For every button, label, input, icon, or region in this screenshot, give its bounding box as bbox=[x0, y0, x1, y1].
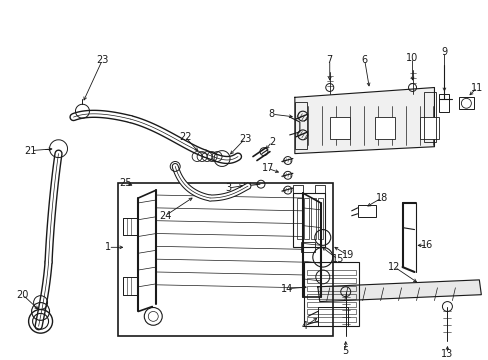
Bar bbox=[357, 205, 375, 217]
Bar bbox=[123, 277, 137, 295]
Text: 14: 14 bbox=[280, 284, 292, 294]
Text: 23: 23 bbox=[96, 55, 108, 65]
Text: 8: 8 bbox=[268, 109, 274, 119]
Bar bbox=[292, 193, 324, 247]
Text: 12: 12 bbox=[387, 262, 400, 272]
Text: 5: 5 bbox=[342, 346, 348, 356]
Bar bbox=[314, 185, 324, 193]
Text: 16: 16 bbox=[421, 240, 433, 250]
Polygon shape bbox=[317, 280, 480, 302]
Bar bbox=[303, 198, 308, 239]
Bar bbox=[306, 310, 355, 314]
Text: 9: 9 bbox=[441, 47, 447, 57]
Text: 13: 13 bbox=[440, 349, 452, 359]
Bar bbox=[306, 270, 355, 275]
Bar bbox=[310, 198, 315, 239]
Text: 10: 10 bbox=[406, 53, 418, 63]
Text: 20: 20 bbox=[17, 290, 29, 300]
Text: 18: 18 bbox=[375, 193, 387, 203]
Text: 21: 21 bbox=[24, 146, 37, 156]
Text: 4: 4 bbox=[301, 321, 307, 331]
Text: 7: 7 bbox=[326, 55, 332, 65]
Bar bbox=[294, 102, 306, 149]
Bar bbox=[317, 198, 322, 239]
Bar bbox=[296, 198, 301, 239]
Bar bbox=[419, 117, 439, 139]
Text: 15: 15 bbox=[331, 254, 343, 264]
Bar bbox=[123, 218, 137, 235]
Text: 23: 23 bbox=[238, 134, 251, 144]
Bar bbox=[424, 93, 436, 142]
Text: 24: 24 bbox=[159, 211, 171, 221]
Bar bbox=[118, 183, 332, 336]
Text: 25: 25 bbox=[119, 178, 131, 188]
Text: 17: 17 bbox=[261, 163, 274, 174]
Bar bbox=[439, 94, 448, 112]
Text: 19: 19 bbox=[341, 250, 353, 260]
Polygon shape bbox=[294, 87, 433, 154]
Text: 6: 6 bbox=[361, 55, 367, 65]
Text: 3: 3 bbox=[224, 183, 231, 193]
Bar bbox=[292, 185, 302, 193]
Bar bbox=[306, 294, 355, 299]
Bar bbox=[306, 318, 355, 322]
Bar bbox=[300, 242, 314, 252]
Bar bbox=[374, 117, 394, 139]
Bar bbox=[317, 306, 347, 326]
Bar bbox=[306, 278, 355, 283]
Text: 2: 2 bbox=[268, 137, 274, 147]
Bar bbox=[329, 117, 349, 139]
Bar bbox=[303, 262, 358, 326]
Bar bbox=[306, 302, 355, 306]
Text: 22: 22 bbox=[179, 132, 191, 142]
Bar bbox=[458, 97, 473, 109]
Text: 1: 1 bbox=[105, 242, 111, 252]
Bar bbox=[306, 286, 355, 291]
Text: 11: 11 bbox=[470, 82, 483, 93]
